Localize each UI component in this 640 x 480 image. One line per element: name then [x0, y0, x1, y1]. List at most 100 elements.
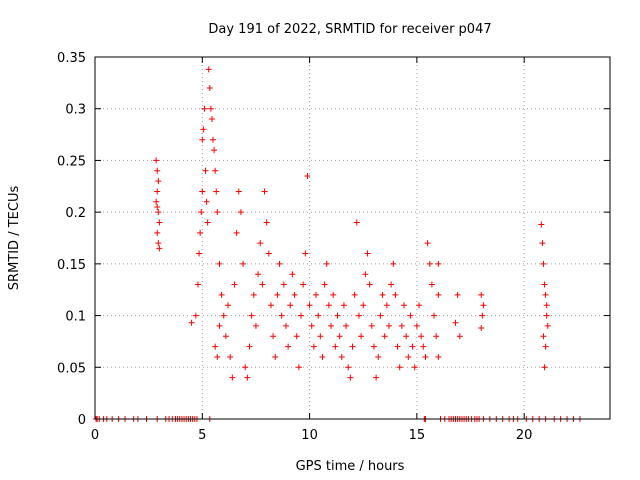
- data-point: [544, 322, 551, 329]
- data-point: [396, 364, 403, 371]
- data-point: [154, 188, 161, 195]
- data-point: [338, 353, 345, 360]
- data-point: [259, 281, 266, 288]
- data-point: [362, 271, 369, 278]
- y-tick-label: 0.25: [57, 154, 86, 169]
- data-point: [539, 240, 546, 247]
- data-point: [154, 167, 161, 174]
- data-point: [267, 302, 274, 309]
- data-point: [304, 172, 311, 179]
- data-point: [360, 302, 367, 309]
- data-point: [542, 343, 549, 350]
- data-point: [214, 353, 221, 360]
- data-point: [431, 312, 438, 319]
- data-point: [366, 281, 373, 288]
- x-tick-labels: 0 5 10 15 20: [91, 428, 533, 443]
- grid-lines: [95, 57, 610, 419]
- data-point: [196, 250, 203, 257]
- data-point: [242, 364, 249, 371]
- data-point: [394, 343, 401, 350]
- data-point: [416, 302, 423, 309]
- x-tick-label: 20: [516, 428, 533, 443]
- data-point: [246, 343, 253, 350]
- data-point: [308, 322, 315, 329]
- data-point: [392, 291, 399, 298]
- y-tick-label: 0.1: [65, 310, 86, 325]
- data-point: [155, 178, 162, 185]
- data-point: [300, 281, 307, 288]
- data-point: [202, 167, 209, 174]
- data-point: [345, 364, 352, 371]
- data-point: [231, 281, 238, 288]
- data-point: [216, 322, 223, 329]
- data-point: [222, 333, 229, 340]
- data-point: [218, 291, 225, 298]
- data-point: [205, 66, 212, 73]
- data-point: [237, 209, 244, 216]
- data-point: [192, 312, 199, 319]
- y-tick-label: 0.3: [65, 103, 86, 118]
- data-point: [411, 364, 418, 371]
- data-point: [257, 240, 264, 247]
- data-point: [325, 302, 332, 309]
- data-point: [454, 291, 461, 298]
- data-point: [278, 312, 285, 319]
- data-point: [153, 157, 160, 164]
- data-point: [435, 353, 442, 360]
- data-point: [200, 126, 207, 133]
- data-point: [538, 221, 545, 228]
- data-point: [211, 147, 218, 154]
- y-tick-label: 0.15: [57, 258, 86, 273]
- x-axis-label: GPS time / hours: [296, 459, 405, 474]
- data-point: [452, 319, 459, 326]
- x-tick-label: 10: [301, 428, 318, 443]
- data-point: [306, 302, 313, 309]
- y-tick-label: 0.35: [57, 51, 86, 66]
- data-point: [255, 271, 262, 278]
- data-point: [315, 312, 322, 319]
- data-point: [413, 322, 420, 329]
- data-point: [310, 343, 317, 350]
- data-point: [334, 312, 341, 319]
- data-point: [252, 322, 259, 329]
- data-point: [349, 343, 356, 350]
- data-point: [212, 343, 219, 350]
- data-point: [240, 260, 247, 267]
- data-point: [435, 291, 442, 298]
- data-point: [420, 343, 427, 350]
- data-point: [250, 291, 257, 298]
- data-point: [343, 322, 350, 329]
- data-point: [358, 333, 365, 340]
- data-point: [285, 343, 292, 350]
- data-point: [542, 291, 549, 298]
- data-point: [541, 281, 548, 288]
- data-point: [379, 291, 386, 298]
- data-point: [199, 136, 206, 143]
- chart-title: Day 191 of 2022, SRMTID for receiver p04…: [208, 22, 491, 37]
- x-tick-label: 0: [91, 428, 99, 443]
- y-tick-label: 0: [78, 413, 86, 428]
- data-point: [428, 281, 435, 288]
- y-tick-label: 0.05: [57, 361, 86, 376]
- data-point: [154, 229, 161, 236]
- axis-ticks: [94, 56, 610, 420]
- data-point: [198, 209, 205, 216]
- data-point: [265, 250, 272, 257]
- data-point: [435, 260, 442, 267]
- data-point: [280, 281, 287, 288]
- data-point: [208, 116, 215, 123]
- data-point: [261, 188, 268, 195]
- data-point: [235, 188, 242, 195]
- data-point: [229, 374, 236, 381]
- data-point: [390, 260, 397, 267]
- data-point: [385, 322, 392, 329]
- data-point: [212, 167, 219, 174]
- data-point: [214, 209, 221, 216]
- data-point: [156, 219, 163, 226]
- data-point: [195, 281, 201, 288]
- data-point: [227, 353, 234, 360]
- data-point: [233, 229, 240, 236]
- data-point: [377, 312, 384, 319]
- data-point: [388, 281, 395, 288]
